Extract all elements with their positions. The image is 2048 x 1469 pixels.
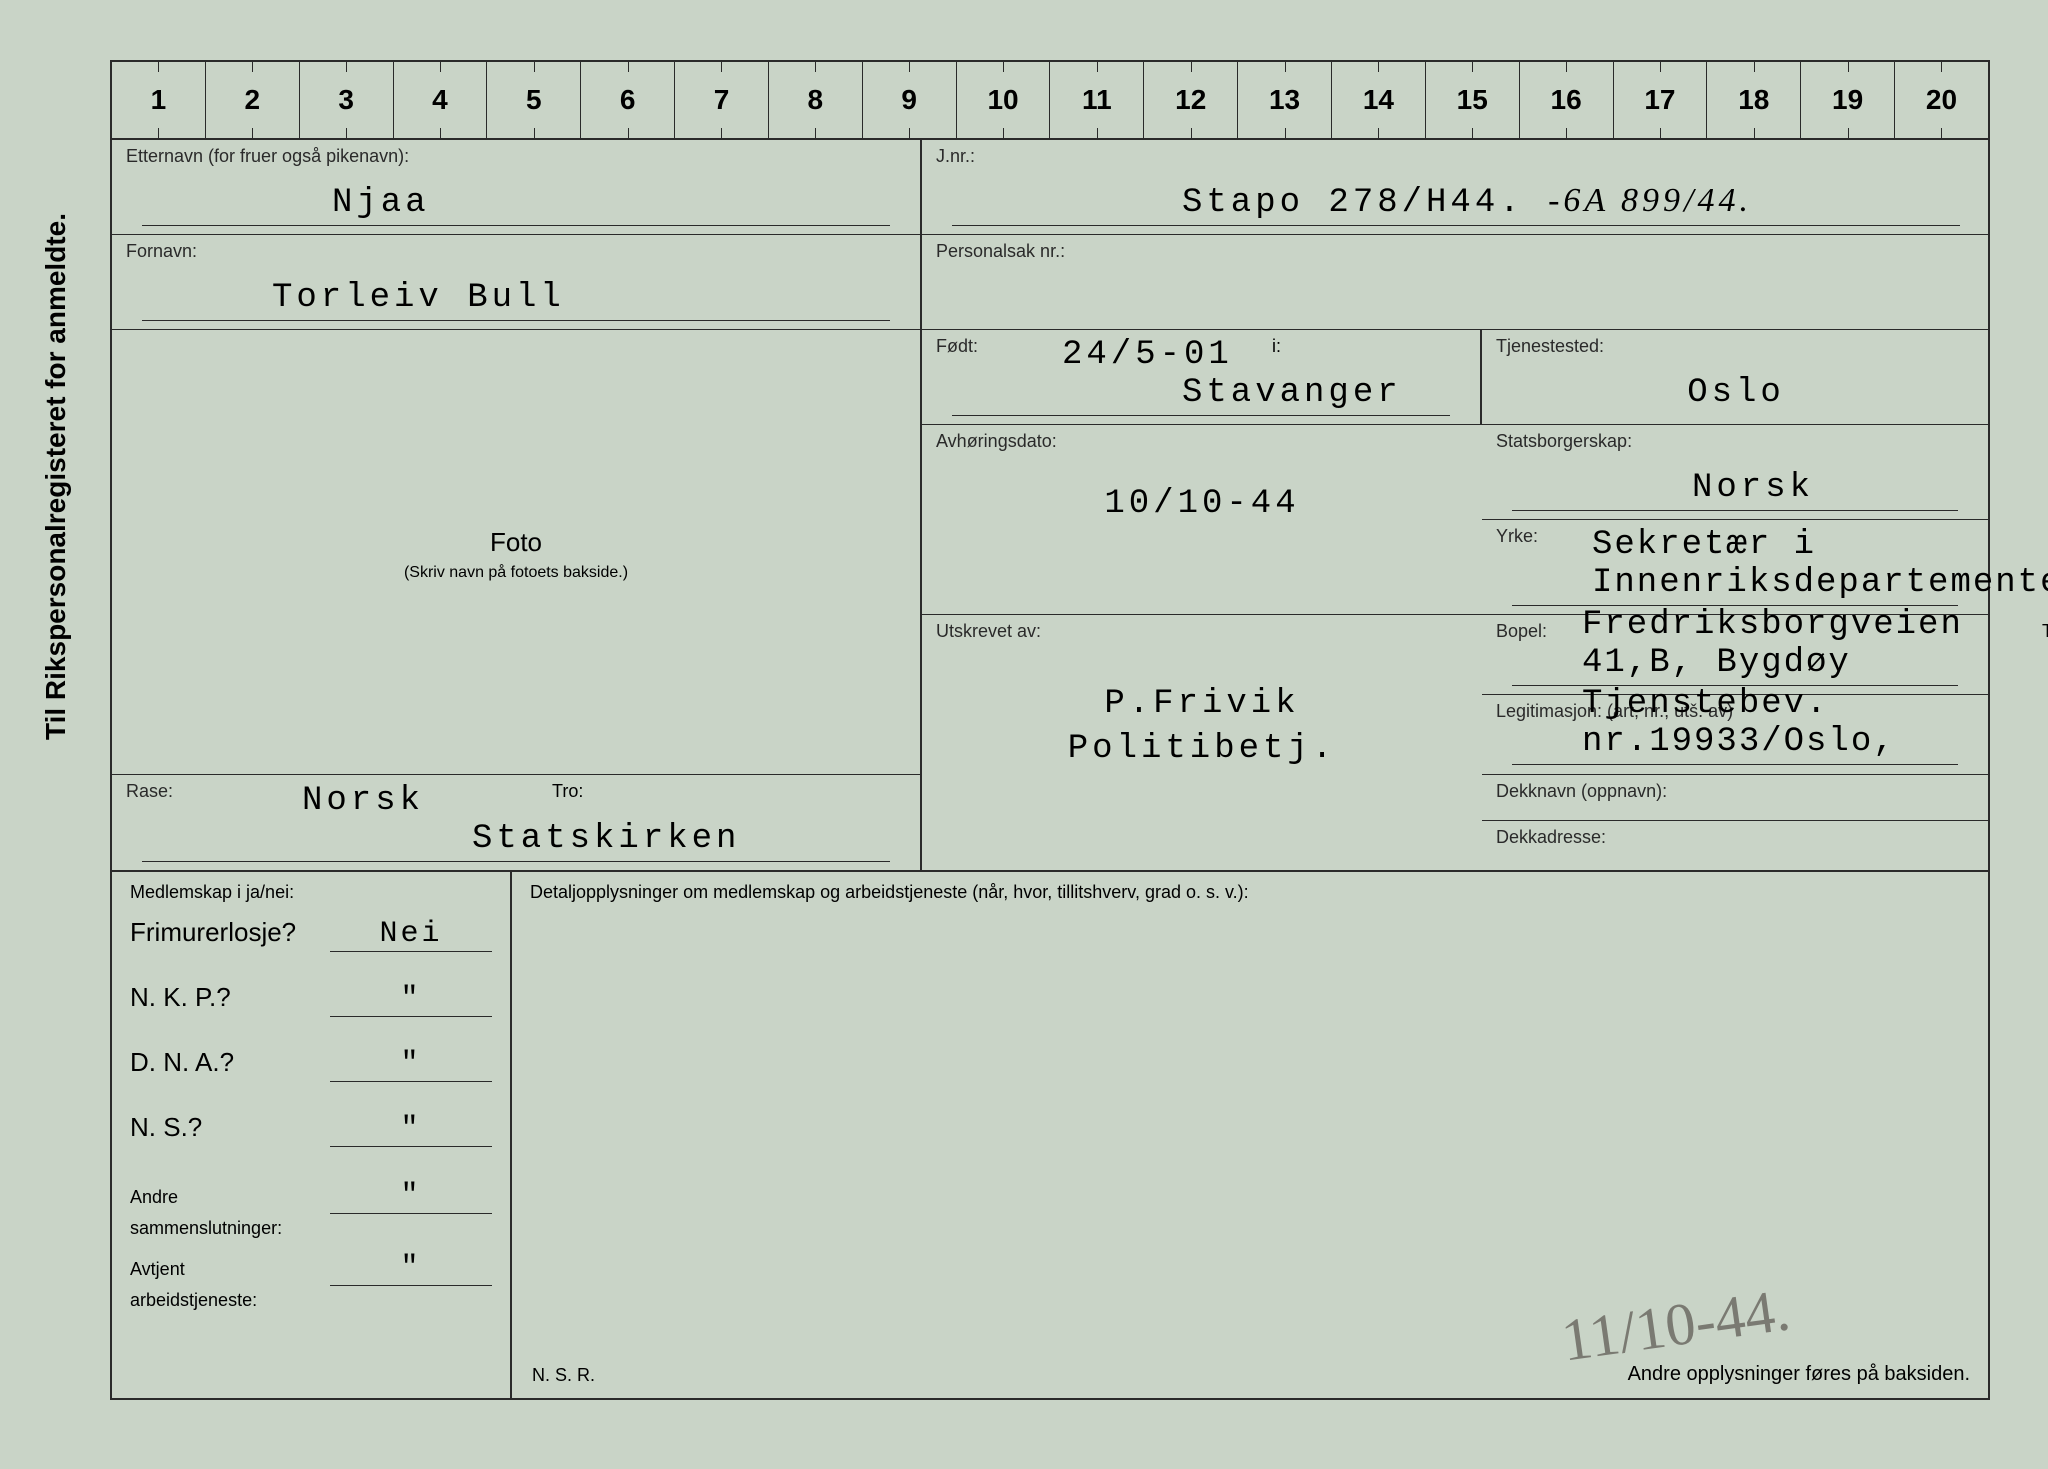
- value-andre: ": [330, 1179, 492, 1214]
- bottom-section: Medlemskap i ja/nei: Frimurerlosje? Nei …: [112, 872, 1988, 1400]
- ruler-cell: 20: [1895, 62, 1988, 138]
- field-rase-tro: Rase: Tro: Norsk Statskirken: [112, 775, 922, 870]
- value-nkp: ": [330, 982, 492, 1017]
- value-tro: Statskirken: [472, 820, 740, 858]
- value-stats: Norsk: [1652, 469, 1988, 507]
- value-etternavn: Njaa: [292, 184, 920, 222]
- ruler-cell: 6: [581, 62, 675, 138]
- field-jnr: J.nr.: Stapo 278/H44. -6A 899/44.: [922, 140, 1990, 235]
- value-fornavn: Torleiv Bull: [232, 279, 920, 317]
- memb-avtjent: Avtjent arbeidstjeneste: ": [130, 1249, 492, 1311]
- ruler-cell: 1: [112, 62, 206, 138]
- ruler-cell: 17: [1614, 62, 1708, 138]
- memb-andre: Andre sammenslutninger: ": [130, 1177, 492, 1239]
- ruler-cell: 9: [863, 62, 957, 138]
- memb-ns: N. S.? ": [130, 1112, 492, 1147]
- value-tjenested: Oslo: [1482, 374, 1990, 412]
- value-fodt-sted: Stavanger: [1182, 374, 1402, 412]
- handwritten-date: 11/10-44.: [1557, 1275, 1794, 1375]
- value-avtjent: ": [330, 1251, 492, 1286]
- value-dna: ": [330, 1047, 492, 1082]
- value-avhoring: 10/10-44: [922, 485, 1482, 523]
- ruler-cell: 8: [769, 62, 863, 138]
- ruler-cell: 14: [1332, 62, 1426, 138]
- ruler-cell: 5: [487, 62, 581, 138]
- field-utskrevet: Utskrevet av: P.Frivik Politibetj.: [922, 615, 1482, 870]
- ruler-cell: 11: [1050, 62, 1144, 138]
- value-legit: Tjenstebev. nr.19933/Oslo,: [1542, 685, 1988, 761]
- ruler-cell: 7: [675, 62, 769, 138]
- memb-nkp: N. K. P.? ": [130, 982, 492, 1017]
- ruler-cell: 16: [1520, 62, 1614, 138]
- value-yrke: Sekretær i Innenriksdepartementet,: [1552, 526, 1988, 602]
- field-personalsak: Personalsak nr.:: [922, 235, 1990, 330]
- field-dekk: Dekknavn (oppnavn): Dekkadresse:: [1482, 775, 1990, 870]
- nsr-label: N. S. R.: [532, 1365, 595, 1386]
- ruler-cell: 13: [1238, 62, 1332, 138]
- ruler-cell: 12: [1144, 62, 1238, 138]
- side-title: Til Rikspersonalregisteret for anmeldte.: [40, 213, 72, 740]
- ruler-cell: 19: [1801, 62, 1895, 138]
- value-utskrevet1: P.Frivik: [922, 685, 1482, 723]
- foto-box: Foto (Skriv navn på fotoets bakside.): [112, 330, 922, 775]
- bottom-note: Andre opplysninger føres på baksiden.: [1628, 1363, 1970, 1386]
- ruler-cell: 15: [1426, 62, 1520, 138]
- value-ns: ": [330, 1112, 492, 1147]
- field-stats: Statsborgerskap: Norsk: [1482, 425, 1990, 520]
- main-form-grid: Etternavn (for fruer også pikenavn): Nja…: [112, 140, 1988, 872]
- ruler-cell: 10: [957, 62, 1051, 138]
- field-yrke: Yrke: Sekretær i Innenriksdepartementet,: [1482, 520, 1990, 615]
- memb-frimurer: Frimurerlosje? Nei: [130, 917, 492, 952]
- value-rase: Norsk: [302, 782, 424, 820]
- ruler-cell: 18: [1707, 62, 1801, 138]
- ruler-cell: 4: [394, 62, 488, 138]
- detail-column: Detaljopplysninger om medlemskap og arbe…: [512, 872, 1990, 1400]
- value-frimurer: Nei: [330, 917, 492, 952]
- field-avhoring: Avhøringsdato: 10/10-44: [922, 425, 1482, 615]
- field-etternavn: Etternavn (for fruer også pikenavn): Nja…: [112, 140, 922, 235]
- value-jnr-typed: Stapo 278/H44.: [1182, 184, 1524, 222]
- field-fornavn: Fornavn: Torleiv Bull: [112, 235, 922, 330]
- ruler-cell: 3: [300, 62, 394, 138]
- field-fodt: Født: i: 24/5-01 Stavanger: [922, 330, 1482, 425]
- value-bopel: Fredriksborgveien 41,B, Bygdøy: [1542, 606, 1988, 682]
- field-bopel-legit: Bopel: Telf.: Fredriksborgveien 41,B, By…: [1482, 615, 1990, 775]
- membership-column: Medlemskap i ja/nei: Frimurerlosje? Nei …: [112, 872, 512, 1400]
- memb-dna: D. N. A.? ": [130, 1047, 492, 1082]
- foto-sublabel: (Skriv navn på fotoets bakside.): [404, 564, 628, 582]
- ruler-cell: 2: [206, 62, 300, 138]
- value-utskrevet2: Politibetj.: [922, 730, 1482, 768]
- value-fodt: 24/5-01: [1062, 336, 1233, 374]
- form-card: 1 2 3 4 5 6 7 8 9 10 11 12 13 14 15 16 1…: [110, 60, 1990, 1400]
- field-tjenested: Tjenestested: Oslo: [1482, 330, 1990, 425]
- value-jnr-hand: -6A 899/44.: [1548, 182, 1752, 219]
- ruler-row: 1 2 3 4 5 6 7 8 9 10 11 12 13 14 15 16 1…: [112, 62, 1988, 140]
- foto-label: Foto: [490, 527, 542, 558]
